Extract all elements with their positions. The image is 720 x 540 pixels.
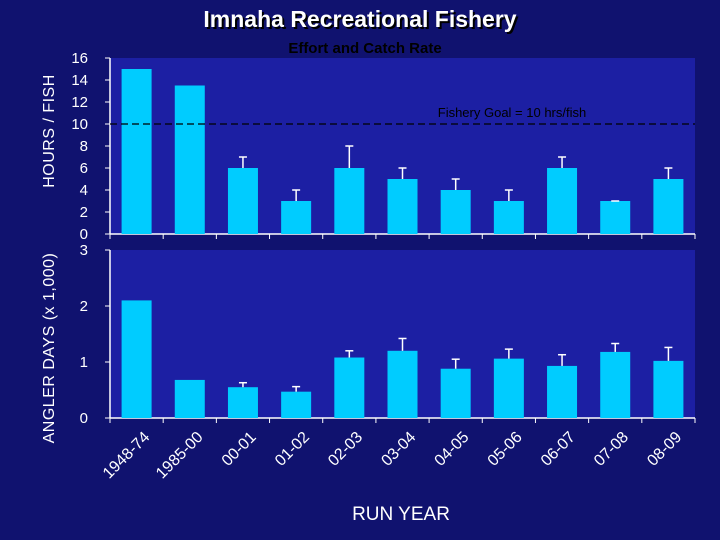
goal-line-label: Fishery Goal = 10 hrs/fish — [438, 105, 586, 120]
bar-hours_per_fish-05-06 — [493, 201, 524, 234]
x-category-label-1985-00: 1985-00 — [153, 429, 207, 483]
y-axis-label-hours_per_fish: HOURS / FISH — [41, 74, 58, 188]
x-category-label-04-05: 04-05 — [432, 429, 473, 470]
x-category-label-01-02: 01-02 — [272, 429, 313, 470]
y-tick-label-hours_per_fish-12: 12 — [71, 94, 88, 111]
y-tick-label-angler_days-0: 0 — [80, 410, 88, 427]
x-category-label-07-08: 07-08 — [591, 429, 632, 470]
x-category-label-03-04: 03-04 — [378, 429, 419, 470]
y-tick-label-hours_per_fish-10: 10 — [71, 116, 88, 133]
bar-angler_days-03-04 — [387, 350, 418, 418]
chart-subtitle: Effort and Catch Rate — [288, 40, 442, 57]
bar-angler_days-01-02 — [281, 391, 312, 418]
y-tick-label-hours_per_fish-8: 8 — [80, 138, 88, 155]
bar-angler_days-04-05 — [440, 368, 471, 418]
bar-angler_days-1985-00 — [174, 379, 205, 418]
y-tick-label-hours_per_fish-14: 14 — [71, 72, 88, 89]
y-tick-label-angler_days-2: 2 — [80, 298, 88, 315]
bar-angler_days-06-07 — [547, 365, 578, 418]
bar-hours_per_fish-1985-00 — [174, 85, 205, 234]
bar-angler_days-1948-74 — [121, 300, 152, 418]
bar-angler_days-02-03 — [334, 357, 365, 418]
y-tick-label-hours_per_fish-6: 6 — [80, 160, 88, 177]
y-axis-label-angler_days: ANGLER DAYS (x 1,000) — [41, 253, 58, 444]
bar-hours_per_fish-04-05 — [440, 190, 471, 234]
bar-angler_days-07-08 — [600, 351, 631, 418]
bar-hours_per_fish-07-08 — [600, 201, 631, 234]
x-category-label-00-01: 00-01 — [219, 429, 260, 470]
x-category-label-02-03: 02-03 — [325, 429, 366, 470]
y-tick-label-angler_days-3: 3 — [80, 242, 88, 259]
bar-hours_per_fish-00-01 — [227, 168, 258, 234]
y-tick-label-hours_per_fish-0: 0 — [80, 226, 88, 243]
y-tick-label-hours_per_fish-4: 4 — [80, 182, 88, 199]
x-category-label-1948-74: 1948-74 — [100, 429, 154, 483]
x-category-label-08-09: 08-09 — [644, 429, 685, 470]
bar-hours_per_fish-02-03 — [334, 168, 365, 234]
x-axis-label: RUN YEAR — [352, 504, 450, 525]
y-tick-label-hours_per_fish-16: 16 — [71, 50, 88, 67]
y-tick-label-angler_days-1: 1 — [80, 354, 88, 371]
bar-hours_per_fish-1948-74 — [121, 69, 152, 234]
bar-angler_days-05-06 — [493, 358, 524, 418]
chart-title: Imnaha Recreational Fishery — [203, 6, 517, 32]
bar-angler_days-00-01 — [227, 387, 258, 418]
bar-hours_per_fish-03-04 — [387, 179, 418, 234]
x-category-label-05-06: 05-06 — [485, 429, 526, 470]
bar-angler_days-08-09 — [653, 360, 684, 418]
y-tick-label-hours_per_fish-2: 2 — [80, 204, 88, 221]
x-category-label-06-07: 06-07 — [538, 429, 579, 470]
bar-hours_per_fish-01-02 — [281, 201, 312, 234]
bar-hours_per_fish-08-09 — [653, 179, 684, 234]
bar-hours_per_fish-06-07 — [547, 168, 578, 234]
